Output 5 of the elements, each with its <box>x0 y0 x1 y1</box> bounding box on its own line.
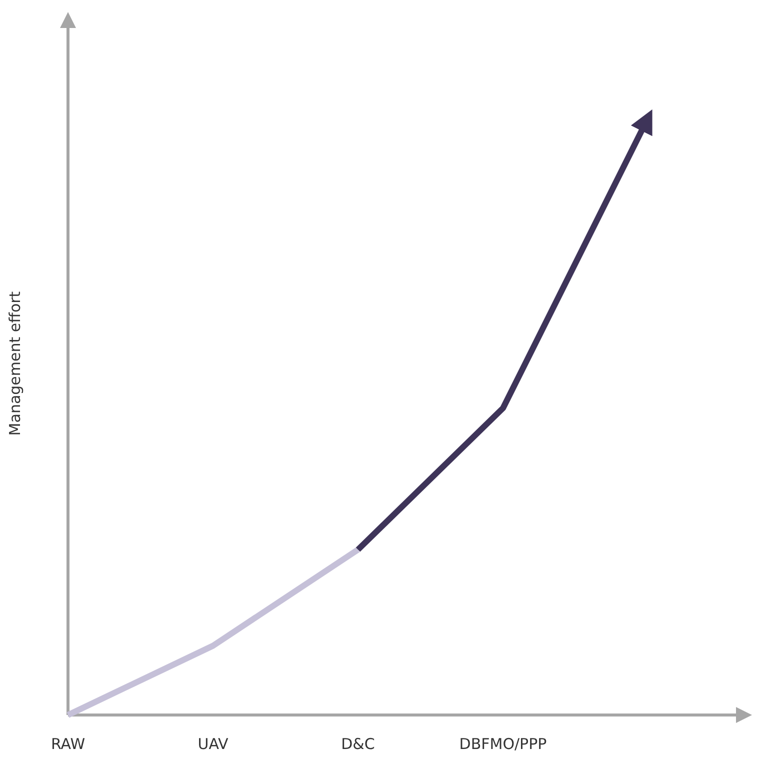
x-tick-label: UAV <box>198 735 230 753</box>
y-axis-title: Management effort <box>6 291 24 436</box>
x-tick-label: D&C <box>341 735 375 753</box>
x-tick-label: RAW <box>50 735 86 753</box>
x-tick-label: DBFMO/PPP <box>459 735 547 753</box>
